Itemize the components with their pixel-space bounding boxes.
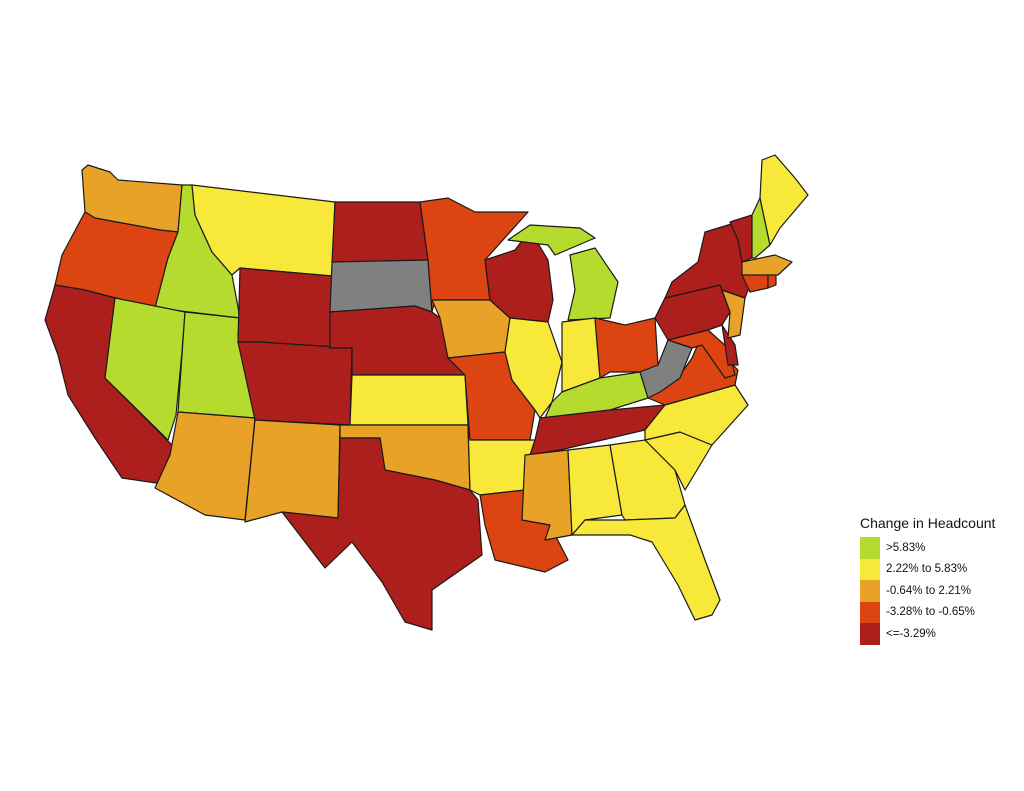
state-west-virginia — [639, 339, 693, 399]
state-tennessee — [529, 404, 666, 456]
state-colorado — [237, 341, 353, 426]
legend-title: Change in Headcount — [860, 515, 996, 531]
state-vermont — [729, 214, 753, 263]
legend-label: -0.64% to 2.21% — [886, 584, 972, 597]
state-maine — [759, 154, 809, 246]
state-florida — [571, 504, 721, 621]
state-maryland — [667, 329, 736, 379]
state-pennsylvania — [654, 284, 731, 341]
legend-swatch — [860, 580, 880, 602]
legend: Change in Headcount >5.83% 2.22% to 5.83… — [860, 515, 1020, 645]
legend-swatch — [860, 623, 880, 645]
legend-label: -3.28% to -0.65% — [886, 606, 975, 619]
legend-label: 2.22% to 5.83% — [886, 563, 968, 576]
state-alabama — [567, 444, 623, 536]
state-michigan — [507, 224, 619, 321]
state-south-dakota — [329, 259, 433, 313]
legend-item: <=-3.29% — [860, 623, 1020, 645]
legend-label: <=-3.29% — [886, 627, 936, 640]
legend-item: -3.28% to -0.65% — [860, 601, 1020, 623]
legend-item: 2.22% to 5.83% — [860, 558, 1020, 580]
state-kansas — [349, 374, 469, 426]
legend-swatch — [860, 558, 880, 580]
state-north-dakota — [331, 201, 429, 263]
legend-swatch — [860, 537, 880, 559]
state-new-mexico — [244, 419, 341, 523]
state-wisconsin — [484, 229, 554, 323]
state-texas — [281, 437, 483, 631]
legend-item: -0.64% to 2.21% — [860, 580, 1020, 602]
state-massachusetts — [741, 254, 793, 276]
state-new-hampshire — [751, 197, 771, 259]
state-california — [44, 284, 176, 486]
state-delaware — [721, 324, 739, 366]
state-wyoming — [237, 267, 333, 351]
legend-label: >5.83% — [886, 541, 926, 554]
legend-swatch — [860, 601, 880, 623]
legend-item: >5.83% — [860, 537, 1020, 559]
